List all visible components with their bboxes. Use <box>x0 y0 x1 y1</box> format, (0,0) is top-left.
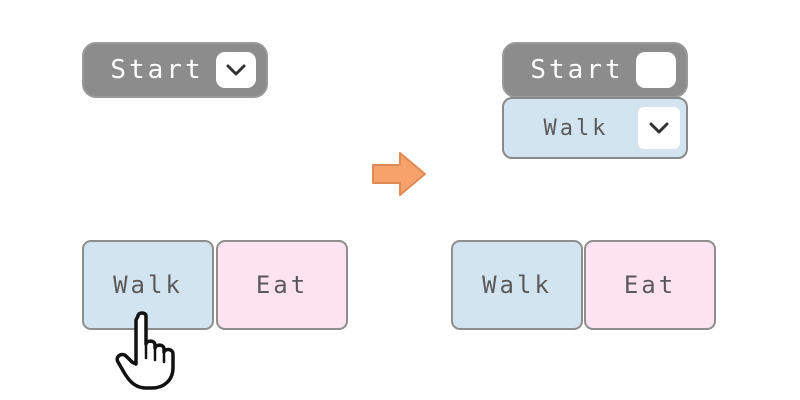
chevron-down-icon <box>649 122 669 134</box>
chevron-down-icon <box>226 64 246 76</box>
walk-tile-after[interactable]: Walk <box>451 240 583 330</box>
walk-dropdown-toggle[interactable] <box>638 107 680 149</box>
walk-tile-label-after: Walk <box>482 271 552 299</box>
walk-dropdown[interactable]: Walk <box>502 97 688 159</box>
eat-tile-after[interactable]: Eat <box>584 240 716 330</box>
start-toggle-before[interactable] <box>216 52 256 88</box>
walk-tile-label-before: Walk <box>113 271 183 299</box>
start-label-before: Start <box>110 55 204 85</box>
eat-tile-before[interactable]: Eat <box>216 240 348 330</box>
start-label-after: Start <box>530 55 624 85</box>
start-pill-before: Start <box>82 42 268 98</box>
arrow-right-icon <box>372 152 426 196</box>
hand-pointer-icon <box>115 311 175 390</box>
walk-dropdown-label: Walk <box>543 115 609 141</box>
eat-tile-label-before: Eat <box>255 271 309 299</box>
start-pill-after: Start <box>502 42 688 98</box>
walk-tile-before[interactable]: Walk <box>82 240 214 330</box>
start-toggle-after[interactable] <box>636 52 676 88</box>
eat-tile-label-after: Eat <box>623 271 677 299</box>
